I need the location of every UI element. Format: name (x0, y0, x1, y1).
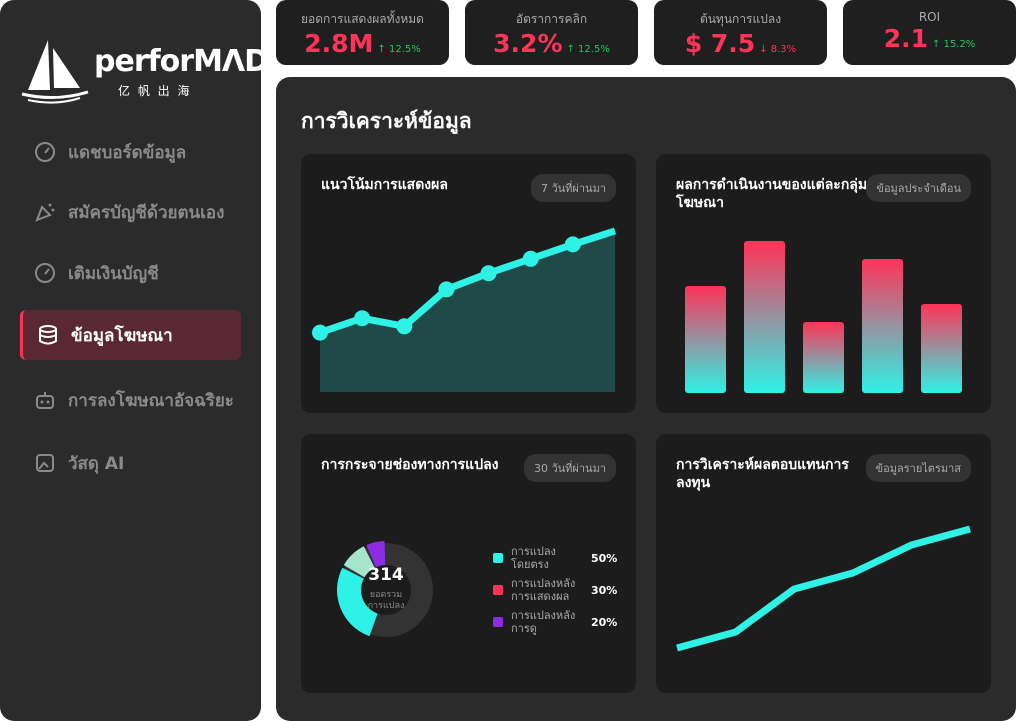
kpi-change: ↑ 12.5% (566, 44, 610, 55)
legend-swatch (493, 585, 503, 595)
panel-title: การวิเคราะห์ผลตอบแทนการลงทุน (676, 457, 849, 491)
donut-total: 314 (368, 565, 404, 585)
nav-item[interactable]: แดชบอร์ดข้อมูล (20, 127, 241, 177)
nav-label: แดชบอร์ดข้อมูล (68, 142, 187, 163)
kpi-card: อัตราการคลิก 3.2% ↑ 12.5% (465, 0, 638, 65)
line-marker (522, 250, 539, 267)
chart-panel: 314 การกระจายช่องทางการแปลง 30 วันที่ผ่านม… (301, 434, 636, 693)
logo-icon (21, 40, 89, 104)
kpi-row: 2.8M ↑ 12.5% (276, 29, 449, 58)
kpi-value: $ 7.5 (684, 29, 756, 58)
panel-title: ผลการดำเนินงานของแต่ละกลุ่มโฆษณา (676, 177, 868, 211)
donut-segment (366, 541, 386, 568)
legend-swatch (493, 553, 503, 563)
legend-item: การแปลงโดยตรง 50% (493, 542, 617, 574)
line-marker (312, 324, 328, 341)
line-marker (480, 265, 497, 282)
nav-icon (36, 454, 54, 472)
donut-segment (337, 567, 378, 637)
donut-segment (343, 546, 375, 578)
legend-swatch (493, 617, 503, 627)
nav-label: เติมเงินบัญชี (68, 263, 159, 284)
panel-title: การกระจายช่องทางการแปลง (321, 457, 499, 473)
chart-panel: การวิเคราะห์ผลตอบแทนการลงทุน ข้อมูลรายไตร… (656, 434, 991, 693)
nav-icon (35, 142, 55, 162)
nav-item[interactable]: สมัครบัญชีด้วยตนเอง (20, 187, 241, 237)
chart-svg (312, 227, 617, 392)
nav-item[interactable]: การลงโฆษณาอัจฉริยะ (20, 375, 241, 425)
chart-svg: 314 (337, 541, 433, 637)
line-marker (564, 236, 581, 253)
bar (685, 286, 726, 393)
panel-tag: ข้อมูลรายไตรมาส (865, 454, 971, 482)
kpi-label: ROI (918, 10, 941, 24)
chart-panel: แนวโน้มการแสดงผล 7 วันที่ผ่านมา (301, 154, 636, 413)
line-marker (396, 318, 413, 335)
chart-svg (685, 241, 962, 393)
line-marker (438, 281, 455, 298)
legend-item: การแปลงหลังการดู 20% (493, 606, 617, 638)
donut-total-label: ยอดรวมการแปลง (367, 590, 405, 611)
panel-title: แนวโน้มการแสดงผล (321, 177, 448, 193)
panel-tag: 7 วันที่ผ่านมา (530, 174, 616, 202)
kpi-row: $ 7.5 ↓ 8.3% (654, 29, 827, 58)
legend-value: 50% (591, 551, 618, 565)
nav-icon (39, 325, 57, 345)
chart-svg (676, 525, 971, 652)
kpi-card: ยอดการแสดงผลทั้งหมด 2.8M ↑ 12.5% (276, 0, 449, 65)
kpi-change: ↑ 12.5% (377, 44, 421, 55)
line (676, 525, 971, 652)
kpi-row: 3.2% ↑ 12.5% (465, 29, 638, 58)
nav-label: สมัครบัญชีด้วยตนเอง (68, 202, 225, 223)
brand-subtitle: 亿 帆 出 海 (118, 84, 192, 98)
nav-label: วัสดุ AI (68, 453, 125, 474)
kpi-change: ↑ 15.2% (931, 39, 976, 50)
nav-item[interactable]: เติมเงินบัญชี (20, 248, 241, 298)
kpi-row: 2.1 ↑ 15.2% (843, 24, 1016, 53)
sidebar: perforMΛD 亿 帆 出 海 แดชบอร์ดข้อมูลสมัครบัญ… (0, 0, 269, 721)
kpi-label: ยอดการแสดงผลทั้งหมด (301, 12, 424, 26)
main-title: การวิเคราะห์ข้อมูล (301, 109, 472, 133)
panel-tag: 30 วันที่ผ่านมา (523, 454, 616, 482)
chart-panel: ผลการดำเนินงานของแต่ละกลุ่มโฆษณา ข้อมูลปร… (656, 154, 991, 413)
nav-icon (36, 392, 54, 409)
legend-name: การแปลงหลังการแสดงผล (511, 577, 576, 603)
kpi-card: ต้นทุนการแปลง $ 7.5 ↓ 8.3% (654, 0, 827, 65)
kpi-value: 2.8M (304, 29, 374, 58)
nav-item[interactable]: ข้อมูลโฆษณา (20, 310, 241, 360)
legend-name: การแปลงหลังการดู (511, 609, 576, 635)
kpi-change: ↓ 8.3% (759, 44, 797, 55)
kpi-label: อัตราการคลิก (515, 12, 588, 26)
brand-name: perforMΛD (94, 44, 269, 79)
bar (744, 241, 785, 393)
bar (803, 322, 844, 393)
line-marker (354, 310, 371, 327)
nav-icon (35, 203, 55, 222)
main-panel: การวิเคราะห์ข้อมูล แนวโน้มการแสดงผล 7 วัน… (276, 77, 1016, 721)
kpi-card: ROI 2.1 ↑ 15.2% (843, 0, 1016, 65)
kpi-value: 3.2% (493, 29, 563, 58)
nav-label: ข้อมูลโฆษณา (71, 325, 173, 346)
nav-icon (35, 263, 55, 283)
kpi-value: 2.1 (883, 24, 928, 53)
bar (862, 259, 903, 393)
nav-item[interactable]: วัสดุ AI (20, 438, 241, 488)
bar (921, 304, 962, 393)
nav-label: การลงโฆษณาอัจฉริยะ (68, 390, 234, 411)
legend: การแปลงโดยตรง 50% การแปลงหลังการแสดงผล 30% ก… (493, 542, 617, 638)
legend-value: 30% (591, 583, 618, 597)
panel-tag: ข้อมูลประจำเดือน (866, 174, 971, 202)
legend-name: การแปลงโดยตรง (511, 545, 556, 571)
kpi-label: ต้นทุนการแปลง (699, 12, 782, 26)
legend-value: 20% (591, 615, 618, 629)
legend-item: การแปลงหลังการแสดงผล 30% (493, 574, 617, 606)
line-area (320, 230, 615, 392)
